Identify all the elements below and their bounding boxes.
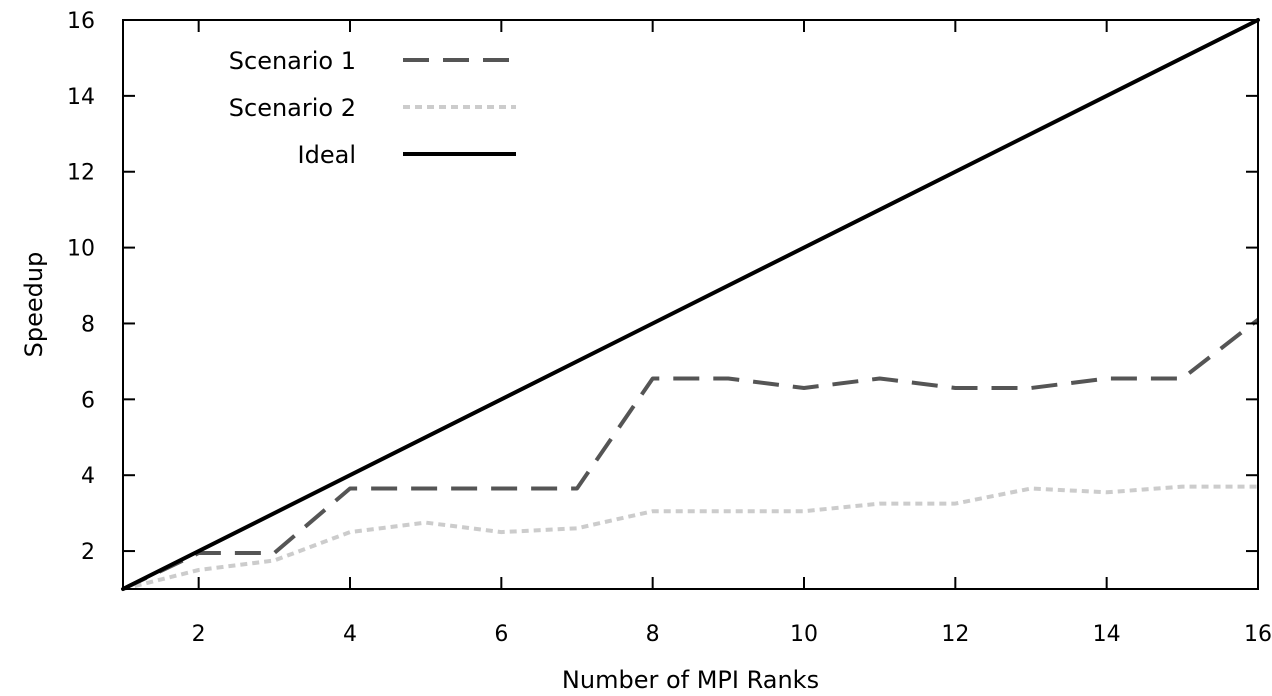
y-tick-label: 16 — [67, 9, 95, 34]
x-tick-label: 16 — [1244, 622, 1272, 647]
plot-frame — [122, 19, 1259, 590]
plot-lines — [121, 18, 1260, 591]
x-axis-ticks: 2 4 6 8 10 12 14 16 — [192, 20, 1272, 647]
y-tick-label: 14 — [67, 85, 95, 110]
y-axis-ticks: 2 4 6 8 10 12 14 16 — [67, 9, 1258, 565]
legend-label-scenario-2: Scenario 2 — [229, 94, 356, 122]
x-tick-label: 6 — [494, 622, 508, 647]
x-tick-label: 8 — [646, 622, 660, 647]
x-tick-label: 4 — [343, 622, 357, 647]
legend-label-ideal: Ideal — [298, 141, 356, 169]
y-tick-label: 10 — [67, 237, 95, 262]
series-line-ideal — [121, 18, 1260, 591]
series-line-scenario-2 — [122, 484, 1258, 591]
series-line-scenario-1 — [122, 318, 1260, 591]
x-axis-title: Number of MPI Ranks — [562, 666, 819, 694]
y-tick-label: 8 — [81, 312, 95, 337]
x-tick-label: 10 — [790, 622, 818, 647]
y-tick-label: 12 — [67, 161, 95, 186]
y-axis-title: Speedup — [20, 252, 48, 358]
x-tick-label: 2 — [192, 622, 206, 647]
legend: Scenario 1 Scenario 2 Ideal — [229, 47, 516, 169]
y-tick-label: 2 — [81, 540, 95, 565]
x-tick-label: 12 — [941, 622, 969, 647]
x-tick-label: 14 — [1093, 622, 1121, 647]
legend-label-scenario-1: Scenario 1 — [229, 47, 356, 75]
y-tick-label: 4 — [81, 464, 95, 489]
y-tick-label: 6 — [81, 388, 95, 413]
